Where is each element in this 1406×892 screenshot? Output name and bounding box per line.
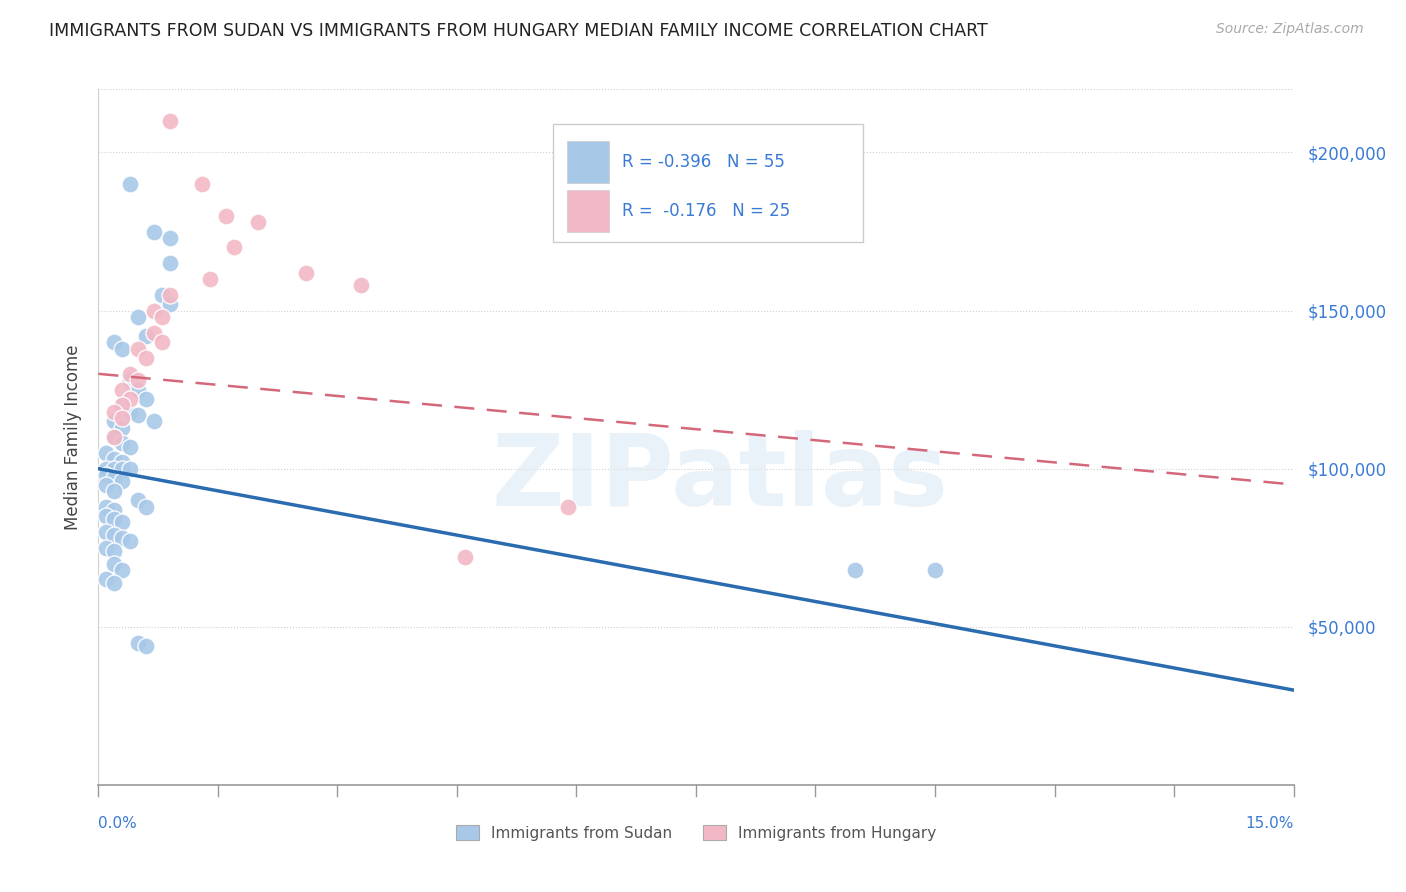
Point — [111, 399, 134, 413]
Point — [103, 512, 125, 526]
Point — [103, 528, 125, 542]
Point — [103, 471, 125, 485]
Point — [135, 500, 157, 514]
Point — [111, 399, 134, 413]
Point — [103, 461, 125, 475]
Point — [96, 477, 118, 491]
Point — [294, 266, 316, 280]
FancyBboxPatch shape — [567, 141, 609, 183]
Point — [96, 461, 118, 475]
Point — [120, 373, 142, 387]
Point — [222, 240, 245, 254]
Point — [135, 392, 157, 406]
Point — [103, 414, 125, 428]
Point — [191, 177, 214, 191]
Text: Source: ZipAtlas.com: Source: ZipAtlas.com — [1216, 22, 1364, 37]
Point — [159, 231, 181, 245]
FancyBboxPatch shape — [553, 124, 863, 243]
Point — [120, 440, 142, 454]
Point — [111, 563, 134, 577]
Point — [135, 639, 157, 653]
Point — [150, 287, 173, 301]
Point — [127, 635, 149, 649]
Text: IMMIGRANTS FROM SUDAN VS IMMIGRANTS FROM HUNGARY MEDIAN FAMILY INCOME CORRELATIO: IMMIGRANTS FROM SUDAN VS IMMIGRANTS FROM… — [49, 22, 988, 40]
Point — [143, 414, 166, 428]
Point — [103, 335, 125, 350]
FancyBboxPatch shape — [567, 190, 609, 232]
Point — [111, 342, 134, 356]
Point — [103, 544, 125, 558]
Point — [111, 461, 134, 475]
Point — [159, 287, 181, 301]
Point — [111, 383, 134, 397]
Point — [159, 256, 181, 270]
Text: 0.0%: 0.0% — [98, 816, 138, 831]
Point — [111, 475, 134, 489]
Point — [150, 310, 173, 324]
Text: ZIPatlas: ZIPatlas — [492, 430, 948, 527]
Point — [150, 335, 173, 350]
Text: R = -0.396   N = 55: R = -0.396 N = 55 — [621, 153, 785, 171]
Point — [198, 272, 221, 286]
Point — [96, 509, 118, 524]
Point — [215, 209, 238, 223]
Point — [103, 483, 125, 498]
Point — [96, 541, 118, 555]
Point — [246, 215, 269, 229]
Point — [103, 575, 125, 590]
Point — [111, 411, 134, 425]
Point — [120, 392, 142, 406]
Point — [127, 373, 149, 387]
Point — [844, 563, 866, 577]
Point — [96, 446, 118, 460]
Point — [96, 573, 118, 587]
Point — [111, 455, 134, 469]
Legend: Immigrants from Sudan, Immigrants from Hungary: Immigrants from Sudan, Immigrants from H… — [450, 819, 942, 847]
Point — [159, 297, 181, 311]
Point — [924, 563, 946, 577]
Point — [103, 430, 125, 444]
Point — [350, 278, 373, 293]
Point — [143, 303, 166, 318]
Point — [96, 468, 118, 483]
Point — [135, 351, 157, 365]
Point — [127, 383, 149, 397]
Point — [159, 113, 181, 128]
Text: 15.0%: 15.0% — [1246, 816, 1294, 831]
Point — [120, 367, 142, 381]
Point — [120, 534, 142, 549]
Point — [103, 452, 125, 467]
Point — [103, 557, 125, 571]
Point — [103, 430, 125, 444]
Point — [111, 420, 134, 434]
Point — [143, 225, 166, 239]
Point — [127, 408, 149, 422]
Point — [143, 326, 166, 340]
Text: R =  -0.176   N = 25: R = -0.176 N = 25 — [621, 202, 790, 220]
Point — [96, 524, 118, 539]
Point — [111, 436, 134, 450]
Point — [120, 461, 142, 475]
Point — [127, 310, 149, 324]
Point — [111, 516, 134, 530]
Point — [135, 329, 157, 343]
Point — [103, 405, 125, 419]
Point — [127, 493, 149, 508]
Point — [103, 503, 125, 517]
Point — [120, 405, 142, 419]
Point — [127, 342, 149, 356]
Point — [120, 177, 142, 191]
Point — [111, 531, 134, 545]
Point — [454, 550, 477, 565]
Point — [557, 500, 579, 514]
Point — [96, 500, 118, 514]
Y-axis label: Median Family Income: Median Family Income — [65, 344, 83, 530]
